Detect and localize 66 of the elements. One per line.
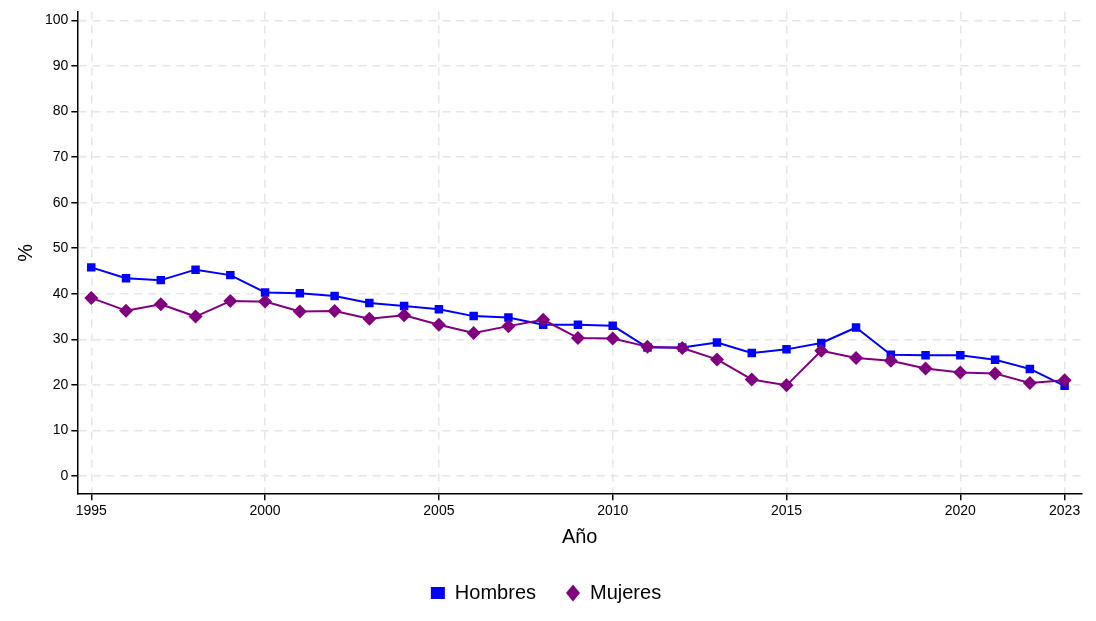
point xyxy=(988,366,1003,381)
point xyxy=(779,378,794,393)
point xyxy=(87,263,96,272)
point xyxy=(466,325,481,340)
point xyxy=(849,351,864,366)
legend-label: Mujeres xyxy=(590,580,662,603)
point xyxy=(640,339,655,354)
y-tick-label: 40 xyxy=(52,284,69,301)
point xyxy=(365,298,374,308)
point xyxy=(119,303,134,318)
point xyxy=(709,352,724,367)
point xyxy=(918,361,933,376)
y-tick-label: 70 xyxy=(52,148,69,165)
y-tick-label: 10 xyxy=(52,421,69,438)
point xyxy=(153,297,168,312)
point xyxy=(327,304,342,319)
point xyxy=(434,305,444,314)
point xyxy=(223,294,238,309)
point xyxy=(712,338,722,347)
point xyxy=(608,321,617,330)
y-tick-label: 0 xyxy=(60,466,69,483)
point xyxy=(362,311,377,326)
legend-label: Hombres xyxy=(454,580,537,603)
point xyxy=(397,308,412,323)
point xyxy=(956,351,965,360)
x-tick-label: 2000 xyxy=(249,502,281,519)
point xyxy=(536,312,551,327)
x-axis-title: Año xyxy=(561,524,598,547)
point xyxy=(191,265,200,274)
x-tick-label: 2005 xyxy=(423,502,455,519)
point xyxy=(431,317,446,332)
point xyxy=(605,331,620,346)
y-tick-label: 100 xyxy=(45,11,69,28)
point xyxy=(782,345,791,354)
point xyxy=(921,351,930,360)
x-tick-label: 2010 xyxy=(597,502,629,519)
point xyxy=(292,304,307,319)
point xyxy=(814,343,829,358)
point xyxy=(851,323,861,332)
point xyxy=(260,288,270,297)
point xyxy=(469,311,478,321)
x-tick-label: 1995 xyxy=(75,502,108,519)
point xyxy=(121,274,131,283)
x-tick-label: 2015 xyxy=(770,502,803,519)
point xyxy=(84,290,99,305)
point xyxy=(570,330,585,345)
y-tick-label: 90 xyxy=(52,56,69,73)
point xyxy=(1022,376,1037,391)
y-tick-label: 80 xyxy=(52,102,69,119)
point xyxy=(744,372,759,387)
point xyxy=(188,309,203,324)
point xyxy=(1057,373,1072,388)
point xyxy=(501,319,516,334)
y-tick-label: 50 xyxy=(52,239,69,256)
point xyxy=(226,270,235,280)
point xyxy=(953,365,968,380)
point xyxy=(258,294,273,309)
y-tick-label: 60 xyxy=(52,193,69,210)
point xyxy=(330,291,339,301)
y-tick-label: 30 xyxy=(52,330,69,347)
point xyxy=(295,289,305,298)
y-axis-title: % xyxy=(13,243,36,262)
y-tick-label: 20 xyxy=(52,375,69,392)
x-tick-label: 2020 xyxy=(944,502,977,519)
point xyxy=(883,353,898,368)
x-tick-label: 2023 xyxy=(1049,502,1081,519)
